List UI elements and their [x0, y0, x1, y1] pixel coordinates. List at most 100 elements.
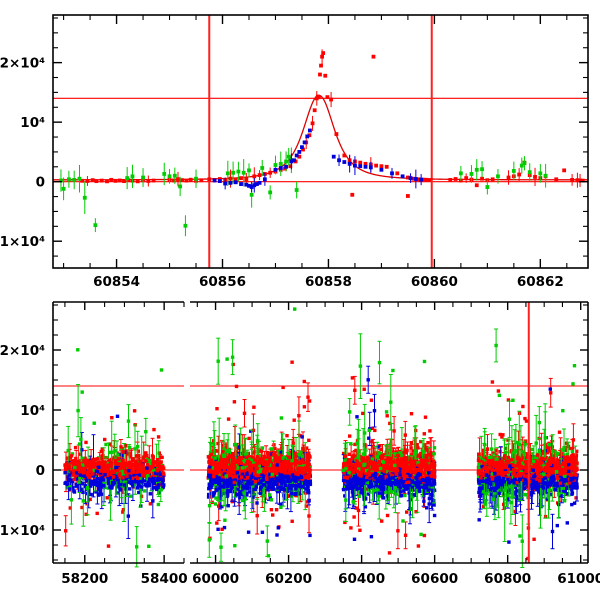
data-point — [230, 355, 235, 359]
data-point — [288, 164, 293, 169]
data-point — [247, 183, 251, 188]
data-point — [113, 460, 118, 464]
data-point — [343, 520, 347, 525]
data-point — [235, 466, 240, 470]
data-point — [67, 477, 71, 481]
data-point — [226, 465, 230, 469]
data-point — [302, 405, 307, 409]
top-panel-zoom-view: 60854 60856 60858 60860 60862 -1×10⁴ 0 10⁴ 2×10⁴ — [0, 0, 600, 292]
data-point — [131, 481, 135, 485]
data-point — [237, 458, 241, 462]
data-point — [218, 489, 222, 494]
data-point — [222, 472, 227, 476]
data-point — [92, 482, 96, 486]
data-point — [207, 538, 211, 542]
data-point — [79, 437, 83, 442]
series-green — [207, 307, 310, 562]
data-point — [263, 468, 267, 473]
data-point — [267, 466, 272, 471]
data-point — [238, 475, 242, 479]
data-point — [275, 476, 279, 480]
data-point — [260, 166, 265, 170]
data-point — [223, 465, 228, 470]
data-point — [110, 469, 114, 473]
tick-label: 0 — [36, 175, 45, 191]
data-point — [255, 501, 259, 505]
data-point — [287, 472, 291, 476]
data-point — [270, 487, 274, 491]
data-point — [272, 480, 277, 484]
data-point — [337, 158, 341, 163]
data-point — [161, 480, 165, 484]
data-point — [401, 450, 405, 454]
data-point — [363, 161, 368, 166]
data-point — [458, 171, 463, 176]
data-point — [279, 505, 283, 509]
data-point — [474, 183, 479, 188]
data-point — [268, 479, 272, 484]
data-point — [278, 166, 283, 170]
data-point — [206, 495, 211, 499]
data-point — [141, 468, 146, 473]
data-point — [81, 467, 85, 471]
data-point — [519, 163, 524, 168]
data-point — [273, 167, 278, 172]
data-point — [84, 440, 88, 445]
data-point — [133, 447, 137, 451]
data-point — [251, 484, 255, 488]
data-point — [156, 435, 161, 439]
data-point — [268, 472, 272, 476]
data-point — [248, 471, 252, 475]
data-point — [243, 475, 247, 479]
data-point — [287, 462, 291, 467]
data-point — [208, 462, 213, 466]
data-point — [216, 464, 220, 469]
data-point — [146, 477, 150, 481]
tick-label: 2×10⁴ — [0, 56, 45, 72]
data-point — [216, 359, 220, 363]
data-point — [293, 479, 297, 483]
data-point — [75, 464, 79, 469]
data-point — [222, 463, 227, 467]
data-point — [240, 466, 245, 470]
data-point — [252, 174, 257, 179]
data-point — [215, 521, 219, 525]
data-point — [307, 133, 312, 138]
data-point — [114, 465, 118, 470]
data-point — [152, 481, 156, 485]
data-point — [308, 469, 312, 473]
data-point — [225, 171, 230, 176]
data-point — [292, 484, 296, 488]
data-point — [80, 487, 85, 491]
data-point — [244, 455, 248, 459]
data-point — [126, 452, 130, 456]
data-point — [71, 469, 75, 473]
data-point — [251, 495, 255, 499]
data-point — [89, 484, 93, 488]
data-point — [237, 481, 241, 485]
data-point — [426, 441, 430, 445]
data-point — [176, 177, 180, 182]
data-point — [82, 195, 87, 200]
data-point — [290, 458, 294, 463]
data-point — [257, 173, 262, 178]
data-point — [126, 178, 131, 183]
data-point — [86, 472, 90, 476]
data-point — [233, 465, 237, 469]
data-point — [109, 177, 114, 182]
data-point — [271, 466, 275, 470]
data-point — [307, 399, 312, 403]
data-point — [302, 463, 306, 467]
data-point — [419, 177, 424, 182]
data-point — [121, 476, 125, 480]
data-point — [382, 453, 387, 457]
data-point — [221, 478, 225, 482]
data-point — [296, 472, 300, 476]
data-point — [266, 554, 271, 558]
data-point — [317, 95, 321, 100]
data-point — [160, 482, 164, 486]
data-point — [131, 476, 135, 480]
data-point — [271, 477, 275, 481]
data-point — [150, 454, 155, 458]
